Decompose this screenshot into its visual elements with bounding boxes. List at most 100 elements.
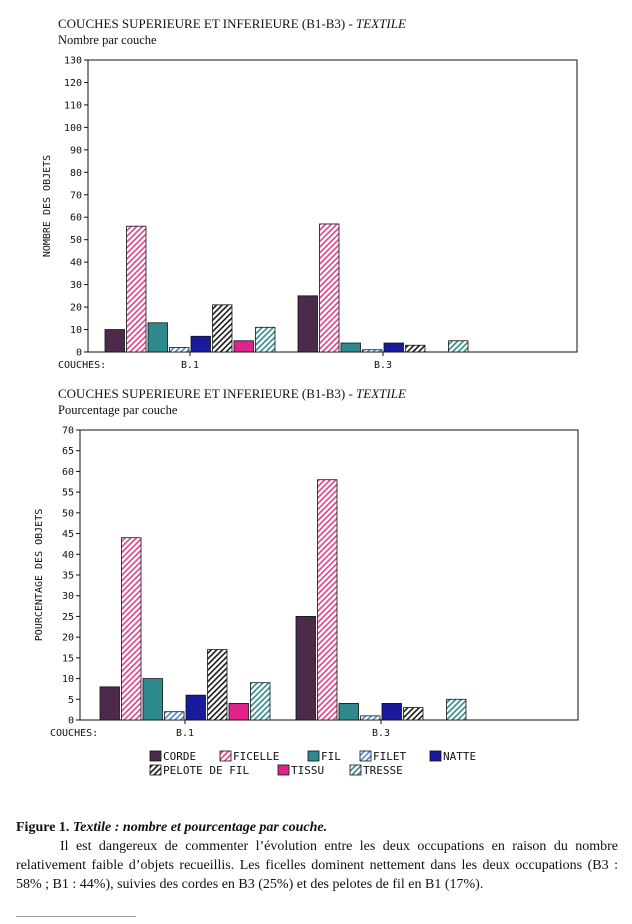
- figure-caption: Figure 1. Textile : nombre et pourcentag…: [16, 818, 618, 894]
- legend-label-fil: FIL: [321, 750, 341, 763]
- y-tick-label: 35: [62, 571, 74, 582]
- bar-pelote-de-fil-b-3: [405, 344, 426, 353]
- bar-filet-b-3: [360, 715, 381, 721]
- chart1: 0 10 20 30 40 50 60 70 80 90 100 110 120 130 NOMBRE DE…: [42, 56, 578, 371]
- bar-natte-b-1: [185, 694, 206, 721]
- x-tick-label-b-1: B.1: [176, 728, 194, 739]
- y-tick-label: 30: [70, 280, 82, 291]
- y-tick-label: 65: [62, 446, 74, 457]
- bar-corde-b-1: [99, 686, 120, 721]
- x-tick-label-b-3: B.3: [374, 360, 392, 371]
- y-tick-label: 10: [70, 325, 82, 336]
- legend-swatch-natte: [429, 750, 442, 762]
- bar-corde-b-1: [104, 329, 125, 353]
- y-tick-label: 5: [68, 695, 74, 706]
- bar-corde-b-3: [295, 616, 316, 721]
- chart1-subtitle: Nombre par couche: [58, 33, 157, 47]
- x-tick-label-b-3: B.3: [372, 728, 390, 739]
- legend-label-natte: NATTE: [443, 750, 476, 763]
- bar-tresse-b-3: [448, 340, 469, 353]
- y-tick-label: 40: [70, 258, 82, 269]
- y-tick-label: 10: [62, 674, 74, 685]
- legend-label-tissu: TISSU: [291, 764, 324, 777]
- y-tick-label: 70: [62, 426, 74, 437]
- bar-tresse-b-1: [255, 326, 276, 353]
- bar-pelote-de-fil-b-1: [212, 304, 233, 353]
- y-tick-label: 80: [70, 168, 82, 179]
- y-tick-label: 45: [62, 529, 74, 540]
- y-axis-label: NOMBRE DES OBJETS: [42, 155, 53, 257]
- bar-ficelle-b-1: [126, 225, 147, 353]
- chart2-subtitle: Pourcentage par couche: [58, 403, 178, 417]
- legend-swatch-corde: [149, 750, 162, 762]
- chart1-title-text: COUCHES SUPERIEURE ET INFERIEURE (B1-B3)…: [58, 16, 357, 31]
- footer-rule: [16, 916, 136, 917]
- y-tick-label: 25: [62, 612, 74, 623]
- legend-label-corde: CORDE: [163, 750, 196, 763]
- chart2-title-italic: TEXTILE: [356, 386, 406, 401]
- y-tick-label: 70: [70, 190, 82, 201]
- legend-label-pelote-de-fil: PELOTE DE FIL: [163, 764, 249, 777]
- bar-pelote-de-fil-b-1: [207, 649, 228, 721]
- x-tick-label-b-1: B.1: [181, 360, 199, 371]
- y-tick-label: 60: [62, 467, 74, 478]
- figure-label: Figure 1: [16, 820, 66, 835]
- y-tick-label: 90: [70, 145, 82, 156]
- bar-natte-b-3: [381, 703, 402, 721]
- x-axis-label: COUCHES:: [58, 360, 106, 371]
- legend-label-tresse: TRESSE: [363, 764, 403, 777]
- bar-ficelle-b-3: [317, 479, 338, 721]
- chart1-title: COUCHES SUPERIEURE ET INFERIEURE (B1-B3)…: [58, 16, 406, 32]
- chart2-title: COUCHES SUPERIEURE ET INFERIEURE (B1-B3)…: [58, 386, 406, 402]
- y-tick-label: 0: [68, 716, 74, 727]
- y-tick-label: 20: [62, 633, 74, 644]
- figure-caption-heading: Figure 1. Textile : nombre et pourcentag…: [16, 820, 328, 835]
- bar-fil-b-3: [338, 703, 359, 721]
- bar-tissu-b-1: [228, 703, 249, 721]
- legend-label-ficelle: FICELLE: [233, 750, 279, 763]
- bar-fil-b-1: [142, 678, 163, 721]
- legend-swatch-tresse: [349, 764, 362, 776]
- y-tick-label: 100: [64, 123, 82, 134]
- bar-tissu-b-1: [233, 340, 254, 353]
- y-tick-label: 110: [64, 100, 82, 111]
- legend-swatch-filet: [359, 750, 372, 762]
- bar-tresse-b-3: [446, 698, 467, 721]
- y-tick-label: 130: [64, 56, 82, 67]
- legend-swatch-pelote-de-fil: [149, 764, 162, 776]
- y-tick-label: 30: [62, 591, 74, 602]
- y-tick-label: 0: [76, 348, 82, 359]
- chart2-title-text: COUCHES SUPERIEURE ET INFERIEURE (B1-B3)…: [58, 386, 357, 401]
- legend-label-filet: FILET: [373, 750, 406, 763]
- bar-filet-b-3: [362, 349, 383, 353]
- bar-filet-b-1: [169, 347, 190, 353]
- bar-pelote-de-fil-b-3: [403, 707, 424, 721]
- bar-ficelle-b-1: [121, 537, 142, 721]
- legend: CORDE FICELLE FIL FILET NATTE PELOTE DE FIL TI…: [149, 750, 476, 777]
- chart2: 0 5 10 15 20 25 30 35 40 45 50 55 60 65 70 POURCENTAGE …: [34, 426, 579, 739]
- legend-swatch-fil: [307, 750, 320, 762]
- bar-natte-b-1: [190, 335, 211, 353]
- bar-filet-b-1: [164, 711, 185, 721]
- bar-tresse-b-1: [250, 682, 271, 721]
- bar-fil-b-1: [147, 322, 168, 353]
- bar-natte-b-3: [383, 342, 404, 353]
- legend-swatch-tissu: [277, 764, 290, 776]
- chart1-title-italic: TEXTILE: [356, 16, 406, 31]
- figure-caption-text: Il est dangereux de commenter l’évolutio…: [16, 839, 618, 892]
- y-tick-label: 120: [64, 78, 82, 89]
- y-tick-label: 20: [70, 303, 82, 314]
- y-tick-label: 50: [70, 235, 82, 246]
- figure-title: Textile : nombre et pourcentage par couc…: [72, 820, 328, 835]
- bar-ficelle-b-3: [319, 223, 340, 353]
- bar-corde-b-3: [297, 295, 318, 353]
- y-tick-label: 60: [70, 213, 82, 224]
- y-tick-label: 40: [62, 550, 74, 561]
- x-axis-label: COUCHES:: [50, 728, 98, 739]
- y-tick-label: 15: [62, 653, 74, 664]
- legend-swatch-ficelle: [219, 750, 232, 762]
- y-tick-label: 55: [62, 488, 74, 499]
- y-tick-label: 50: [62, 508, 74, 519]
- y-axis-label: POURCENTAGE DES OBJETS: [34, 509, 45, 641]
